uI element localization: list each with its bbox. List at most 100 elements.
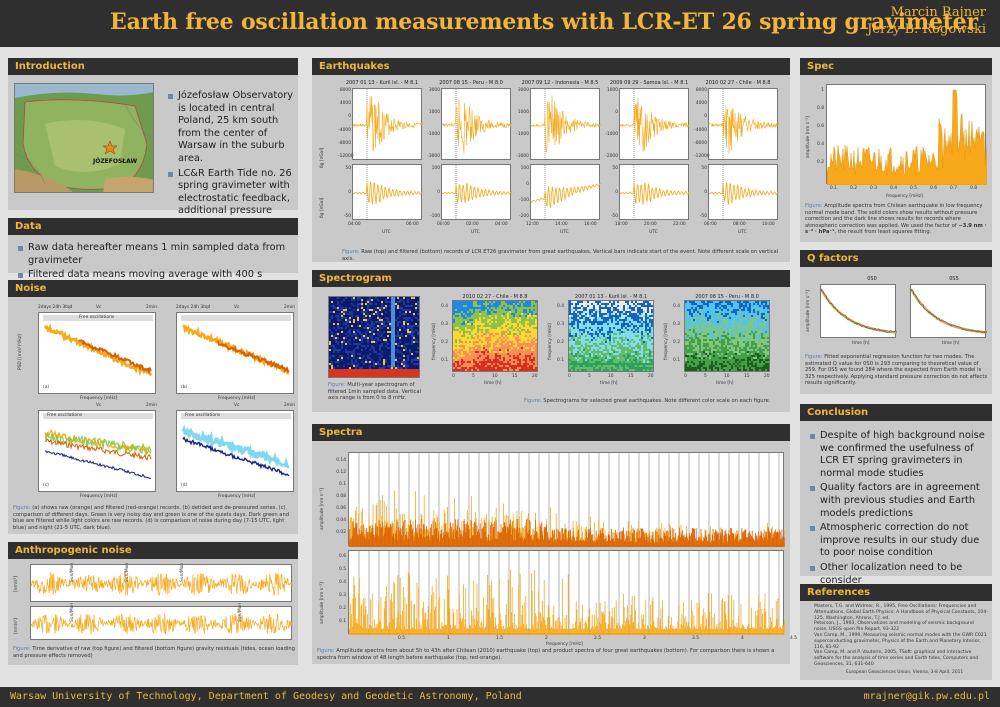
eq-raw-ytick: -8000 bbox=[338, 140, 351, 146]
spectra-xtick: 2 bbox=[545, 636, 548, 641]
caption-label: Figure: bbox=[805, 203, 823, 209]
eq-plot-title: 2009 09 29 - Samoa Isl. - M 8.1 bbox=[609, 80, 689, 86]
reference-item: Peterson, J., 1993, Observations and mod… bbox=[814, 621, 974, 633]
spectrogram-ylabel: frequency [mHz] bbox=[432, 323, 437, 360]
eq-filtered-trace bbox=[619, 182, 691, 205]
eq-filtered-svg bbox=[708, 165, 780, 221]
eq-filtered-plot bbox=[352, 164, 424, 221]
spectrogram-xtick: 10 bbox=[608, 374, 614, 379]
eq-raw-ytick: -2000 bbox=[605, 154, 618, 159]
eq-filtered-trace bbox=[441, 182, 513, 204]
event-spectrogram bbox=[568, 300, 654, 372]
author-1: Marcin Rajner bbox=[890, 5, 986, 20]
spectrogram-ytick: 0.1 bbox=[673, 358, 680, 363]
spec-heading: Spec bbox=[800, 58, 992, 75]
spectra-xtick: 4.5 bbox=[790, 636, 797, 641]
eq-raw-svg bbox=[619, 89, 691, 161]
event-spectrogram-svg bbox=[453, 301, 537, 371]
spec-caption-text-a: Amplitude spectra from Chilean earthquak… bbox=[805, 203, 983, 229]
eq-filtered-ytick: -100 bbox=[519, 198, 529, 203]
noise-free-osc-label: Free oscillations bbox=[47, 412, 83, 418]
anthro-plot-top bbox=[30, 564, 293, 602]
eq-raw-ytick: -12000 bbox=[338, 154, 354, 159]
eq-filtered-plot bbox=[708, 164, 780, 221]
noise-plot-b-svg bbox=[181, 315, 291, 375]
anthropogenic-heading: Anthropogenic noise bbox=[8, 542, 298, 559]
eq-filtered-plot bbox=[619, 164, 691, 221]
spectrogram-ytick: 0.1 bbox=[441, 358, 448, 363]
spectrogram-xtick: 15 bbox=[512, 374, 518, 379]
event-spectrogram-svg bbox=[569, 301, 653, 371]
eq-xtick: 00:00 bbox=[437, 222, 450, 227]
noise-xlabel: Frequency [mHz] bbox=[80, 396, 118, 401]
spectrogram-ytick: 0.4 bbox=[673, 304, 680, 309]
spectrogram-xtick: 5 bbox=[588, 374, 591, 379]
eq-plot-title: 2007 08 15 - Peru - M 8.0 bbox=[439, 80, 503, 86]
caption-label: Figure: bbox=[328, 382, 346, 388]
spectrogram-panel: Spectrogram Figure: Multi-year spectrogr… bbox=[312, 270, 790, 412]
eq-raw-trace bbox=[352, 96, 424, 152]
poster-header: Earth free oscillation measurements with… bbox=[0, 0, 1000, 47]
spec-panel: Spec 1 0.8 0.6 0.4 0.2 0.1 0.2 0.3 0.4 0.5 0.6 0.7… bbox=[800, 58, 992, 242]
noise-free-osc-label: Free oscillations bbox=[79, 314, 115, 320]
eq-raw-trace bbox=[708, 105, 780, 155]
eq-raw-ytick: -3000 bbox=[516, 154, 529, 159]
earthquakes-heading: Earthquakes bbox=[312, 58, 790, 75]
anthro-ylabel: [nm/s²] bbox=[14, 575, 19, 592]
spectrogram-ytick: 0.2 bbox=[441, 340, 448, 345]
spectrogram-xtick: 5 bbox=[704, 374, 707, 379]
spec-xlabel: frequency [mHz] bbox=[886, 194, 923, 199]
contact-email[interactable]: mrajner@gik.pw.edu.pl bbox=[863, 691, 990, 702]
eq-raw-ytick: -1000 bbox=[605, 132, 618, 137]
spectrogram-xtick: 0 bbox=[568, 374, 571, 379]
introduction-bullets: Józefosław Observatory is located in cen… bbox=[166, 90, 296, 233]
spectrogram-ytick: 0.2 bbox=[557, 340, 564, 345]
institution: Warsaw University of Technology, Departm… bbox=[10, 691, 522, 702]
conclusion-bullet: Other localization need to be consider bbox=[808, 562, 988, 587]
spectrogram-ytick: 0.4 bbox=[441, 304, 448, 309]
noise-header: Vc bbox=[234, 305, 240, 310]
noise-header: 2min bbox=[284, 403, 296, 408]
spectrogram-plot-title: 2007 08 15 - Peru - M 8.0 bbox=[695, 294, 759, 300]
noise-caption-text: (a) shows raw (orange) and filtered (red… bbox=[13, 505, 290, 531]
caption-label: Figure: bbox=[524, 398, 542, 404]
spec-ylabel: amplitude [nm s⁻²] bbox=[806, 116, 811, 158]
eq-filtered-trace bbox=[708, 182, 780, 205]
eq-raw-svg bbox=[530, 89, 602, 161]
spectrogram-ytick: 0.4 bbox=[557, 304, 564, 309]
spec-xtick: 0.7 bbox=[950, 186, 957, 191]
spectra-caption-text: Amplitude spectra from about 5h to 43h a… bbox=[317, 648, 775, 661]
anthro-ylabel: [nm/s²] bbox=[14, 617, 19, 634]
spectrogram-xtick: 20 bbox=[648, 374, 654, 379]
map-image bbox=[15, 84, 153, 192]
noise-xlabel: Frequency [mHz] bbox=[218, 494, 256, 499]
anthropogenic-panel: Anthropogenic noise [nm/s²] [nm/s²] Sun/… bbox=[8, 542, 298, 665]
spectrogram-xtick: 10 bbox=[492, 374, 498, 379]
spectrogram-xlabel: time [h] bbox=[484, 381, 502, 386]
noise-plot-c: Free oscillations (c) bbox=[38, 410, 156, 492]
reference-item: Van Camp, M., 1999, Measuring seismic no… bbox=[814, 632, 987, 650]
noise-plot-d-svg bbox=[181, 413, 291, 477]
eq-raw-ytick: -4000 bbox=[338, 127, 351, 133]
spectra-xtick: 1 bbox=[447, 636, 450, 641]
spectrogram-ytick: 0.3 bbox=[441, 322, 448, 327]
spectrogram-left-caption: Figure: Multi-year spectrogram of filter… bbox=[328, 382, 424, 402]
q-plot-title: 0S0 bbox=[867, 276, 877, 282]
anthro-caption-text: Time derivative of raw (top figure) and … bbox=[13, 646, 295, 659]
day-label: Sun/Mon bbox=[70, 602, 75, 622]
noise-xlabel: Frequency [mHz] bbox=[80, 494, 118, 499]
eq-caption: Figure: Raw (top) and filtered (bottom) … bbox=[342, 249, 782, 262]
spectrogram-xtick: 15 bbox=[744, 374, 750, 379]
eq-raw-ytick: 8000 bbox=[339, 88, 351, 93]
spec-fill bbox=[826, 89, 988, 186]
spec-xtick: 0.5 bbox=[910, 186, 917, 191]
eq-filtered-svg bbox=[530, 165, 602, 221]
eq-filtered-svg bbox=[441, 165, 513, 221]
anthro-plot-bottom bbox=[30, 606, 293, 640]
spectra-ytick-top: 0.08 bbox=[336, 494, 346, 499]
conclusion-bullet: Atmospheric correction do not improve re… bbox=[808, 522, 988, 560]
eq-plot-title: 2010 02 27 - Chile - M 8.8 bbox=[705, 80, 771, 86]
spectra-ylabel-bottom: amplitude [nm s⁻²] bbox=[320, 582, 325, 624]
references-heading: References bbox=[800, 584, 992, 601]
anthro-caption: Figure: Time derivative of raw (top figu… bbox=[13, 646, 295, 659]
